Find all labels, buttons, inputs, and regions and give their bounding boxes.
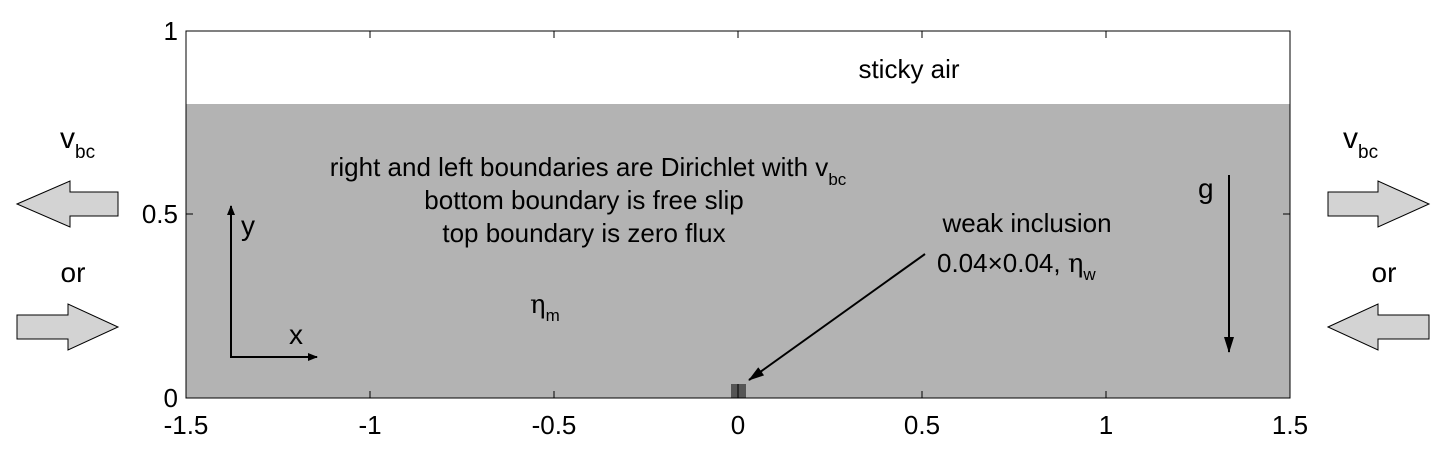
right-inward-arrow-icon [1326, 303, 1430, 351]
boundary-line-1-text: right and left boundaries are Dirichlet … [330, 152, 829, 182]
left-vbc-label: vbc [60, 122, 95, 163]
inclusion-label-line-2: 0.04×0.04, ηw [937, 248, 1096, 284]
x-tick-label: -1 [358, 410, 381, 440]
v-symbol: v [60, 122, 75, 155]
bc-subscript: bc [75, 142, 95, 163]
right-vbc-label: vbc [1343, 122, 1378, 163]
x-direction-label: x [289, 319, 303, 350]
y-tick-label: 0.5 [142, 199, 178, 229]
x-tick-label: 0 [731, 410, 745, 440]
x-tick-label: 0.5 [904, 410, 940, 440]
x-tick-label: -1.5 [164, 410, 209, 440]
gravity-arrow: g [1198, 173, 1234, 353]
eta-symbol: η [530, 290, 546, 320]
x-tick-label: 1 [1099, 410, 1113, 440]
sticky-air-region [186, 31, 1290, 104]
y-tick-label: 1 [164, 16, 178, 46]
v-symbol: v [1343, 122, 1358, 155]
inclusion-size-text: 0.04×0.04, [937, 248, 1068, 278]
right-or-label: or [1372, 257, 1397, 288]
x-axis [185, 31, 1291, 398]
left-outward-arrow-icon [15, 180, 119, 228]
y-direction-label: y [241, 210, 255, 241]
inclusion-pointer-arrow [748, 253, 926, 381]
bc-subscript: bc [1358, 142, 1378, 163]
vbc-subscript: bc [828, 170, 846, 189]
medium-region [186, 104, 1290, 398]
boundary-conditions-line-1: right and left boundaries are Dirichlet … [330, 152, 847, 189]
eta-symbol: η [1068, 249, 1084, 279]
y-axis [186, 30, 1290, 399]
x-tick-label: -0.5 [532, 410, 577, 440]
boundary-conditions-line-2: bottom boundary is free slip [424, 185, 743, 215]
left-or-label: or [61, 257, 86, 288]
coordinate-axes-icon: y x [227, 205, 318, 361]
eta-w-subscript: w [1082, 265, 1096, 284]
matrix-viscosity-label: ηm [530, 290, 560, 325]
right-outward-arrow-icon [1327, 180, 1431, 228]
sticky-air-label: sticky air [858, 54, 959, 84]
inclusion-label-line-1: weak inclusion [941, 208, 1111, 238]
eta-m-subscript: m [546, 306, 560, 325]
y-tick-label: 0 [164, 383, 178, 413]
left-inward-arrow-icon [16, 303, 120, 351]
x-tick-label: 1.5 [1272, 410, 1308, 440]
boundary-conditions-line-3: top boundary is zero flux [442, 218, 725, 248]
gravity-label: g [1198, 173, 1214, 204]
